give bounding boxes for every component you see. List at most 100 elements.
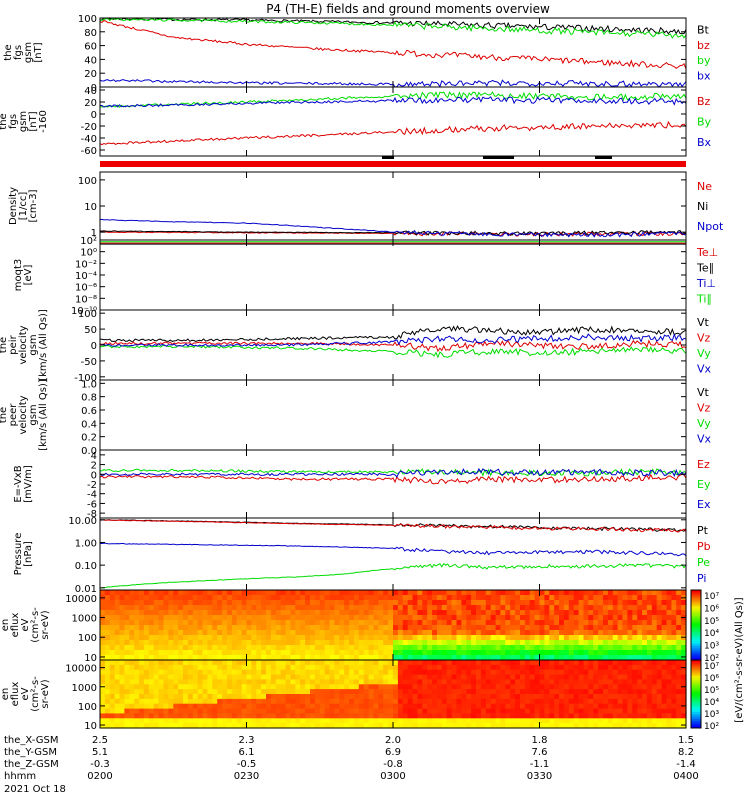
spectrogram-cell: [651, 650, 658, 656]
spectrogram-cell: [295, 703, 301, 710]
spectrogram-cell: [549, 689, 555, 695]
spectrogram-cell: [158, 694, 165, 700]
spectrogram-cell: [148, 650, 155, 656]
spectrogram-cell: [598, 655, 604, 661]
spectrogram-cell: [114, 674, 121, 681]
spectrogram-cell: [388, 625, 394, 631]
spectrogram-cell: [246, 650, 252, 656]
spectrogram-cell: [383, 610, 389, 616]
spectrogram-cell: [109, 669, 116, 676]
spectrogram-cell: [163, 713, 169, 719]
spectrogram-cell: [329, 615, 335, 621]
spectrogram-cell: [480, 713, 487, 719]
spectrogram-cell: [314, 630, 321, 636]
spectrogram-cell: [143, 684, 150, 690]
spectrogram-cell: [383, 595, 389, 601]
spectrogram-cell: [129, 664, 135, 671]
spectrogram-cell: [109, 718, 116, 724]
ytick-label: 50: [84, 325, 97, 336]
spectrogram-cell: [637, 689, 643, 695]
spectrogram-cell: [270, 655, 277, 661]
spectrogram-cell: [153, 694, 160, 700]
spectrogram-cell: [153, 679, 160, 685]
spectrogram-cell: [402, 660, 409, 666]
spectrogram-cell: [583, 723, 589, 729]
ytick-label: 60: [84, 42, 97, 53]
spectrogram-cell: [217, 595, 223, 601]
spectrogram-cell: [270, 660, 277, 666]
spectrogram-cell: [461, 684, 467, 690]
spectrogram-cell: [241, 708, 248, 715]
spectrogram-cell: [119, 620, 125, 626]
spectrogram-cell: [490, 723, 497, 729]
flag-bar-mark: [606, 156, 612, 159]
spectrogram-cell: [349, 620, 355, 626]
spectrogram-cell: [407, 694, 414, 700]
spectrogram-cell: [231, 698, 238, 705]
spectrogram-cell: [432, 645, 438, 651]
spectrogram-cell: [305, 605, 311, 611]
colorbar-cell: [691, 627, 701, 631]
spectrogram-cell: [563, 660, 570, 666]
ylabel-line: eflux: [10, 613, 21, 638]
spectrogram-cell: [383, 718, 389, 724]
spectrogram-cell: [388, 708, 394, 715]
spectrogram-cell: [158, 723, 165, 729]
spectrogram-cell: [139, 674, 145, 681]
spectrogram-cell: [563, 679, 570, 685]
spectrogram-cell: [231, 713, 238, 719]
spectrogram-cell: [139, 689, 145, 695]
spectrogram-cell: [603, 669, 609, 676]
spectrogram-cell: [446, 660, 453, 666]
spectrogram-cell: [598, 595, 604, 601]
spectrogram-cell: [324, 610, 331, 616]
spectrogram-cell: [373, 600, 379, 606]
spectrogram-cell: [520, 640, 526, 646]
ytick-label: 10: [84, 721, 97, 732]
spectrogram-cell: [417, 625, 423, 631]
spectrogram-cell: [363, 620, 370, 626]
spectrogram-cell: [270, 698, 277, 705]
spectrogram-cell: [353, 640, 360, 646]
spectrogram-cell: [290, 674, 296, 681]
spectrogram-cell: [314, 660, 321, 666]
spectrogram-cell: [173, 708, 179, 715]
spectrogram-cell: [612, 669, 619, 676]
spectrogram-cell: [168, 689, 174, 695]
spectrogram-cell: [490, 620, 497, 626]
spectrogram-cell: [607, 660, 614, 666]
spectrogram-cell: [676, 694, 682, 700]
spectrogram-cell: [603, 674, 609, 681]
spectrogram-cell: [563, 590, 570, 596]
spectrogram-cell: [295, 635, 301, 641]
spectrogram-cell: [300, 610, 306, 616]
spectrogram-cell: [266, 650, 272, 656]
spectrogram-cell: [632, 635, 638, 641]
spectrogram-cell: [353, 615, 360, 621]
spectrogram-cell: [168, 684, 174, 690]
spectrogram-cell: [217, 664, 223, 671]
spectrogram-cell: [476, 615, 482, 621]
spectrogram-cell: [573, 605, 580, 611]
spectrogram-cell: [295, 600, 301, 606]
spectrogram-cell: [476, 635, 482, 641]
spectrogram-cell: [603, 625, 609, 631]
spectrogram-cell: [495, 708, 502, 715]
spectrogram-cell: [353, 698, 360, 705]
spectrogram-cell: [432, 590, 438, 596]
spectrogram-cell: [681, 590, 687, 596]
spectrogram-cell: [109, 660, 116, 666]
spectrogram-cell: [212, 674, 218, 681]
spectrogram-cell: [559, 640, 565, 646]
spectrogram-cell: [573, 660, 580, 666]
spectrogram-cell: [339, 625, 345, 631]
legend-Npot: Npot: [697, 220, 724, 233]
spectrogram-cell: [500, 615, 506, 621]
spectrogram-cell: [681, 600, 687, 606]
spectrogram-cell: [163, 689, 169, 695]
spectrogram-cell: [437, 713, 443, 719]
spectrogram-cell: [471, 625, 477, 631]
spectrogram-cell: [612, 650, 619, 656]
ytick-label: 10⁻⁶: [75, 283, 97, 294]
colorbar-cell: [691, 662, 701, 666]
